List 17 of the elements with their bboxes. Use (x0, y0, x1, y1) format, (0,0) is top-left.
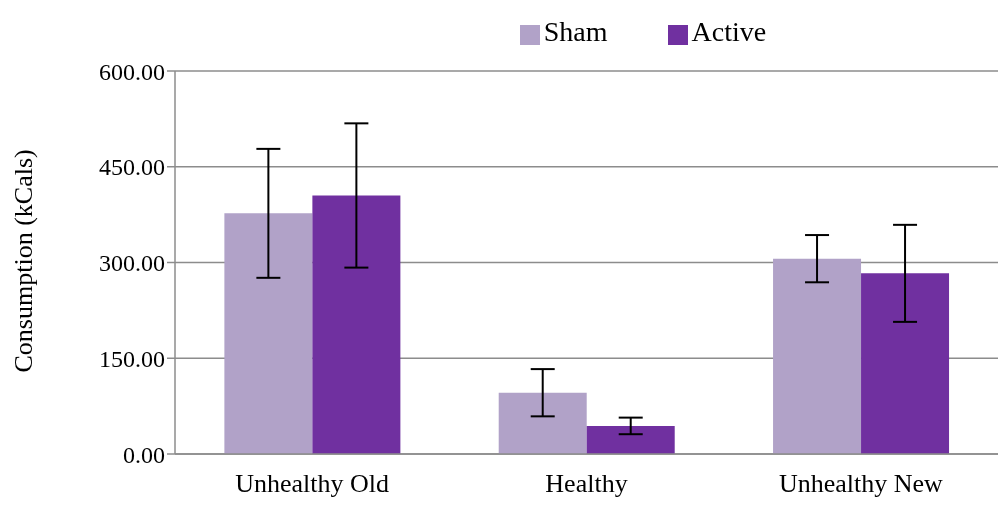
y-tick-label: 0.00 (123, 441, 165, 468)
bar (773, 258, 862, 454)
y-axis-title: Consumption (kCals) (9, 149, 39, 373)
legend-label: Sham (543, 16, 608, 47)
x-tick-label: Unhealthy Old (235, 469, 390, 499)
bar (224, 213, 313, 454)
y-tick-label: 300.00 (99, 250, 165, 277)
bar (312, 195, 401, 454)
bar (586, 425, 675, 454)
x-tick-label: Unhealthy New (778, 469, 943, 499)
x-tick-label: Healthy (545, 469, 628, 499)
y-tick-label: 450.00 (99, 154, 165, 181)
y-tick-label: 150.00 (99, 345, 165, 372)
bar (498, 392, 587, 454)
y-tick-label: 600.00 (99, 58, 165, 85)
bar (861, 273, 950, 454)
legend-label: Active (691, 16, 767, 47)
